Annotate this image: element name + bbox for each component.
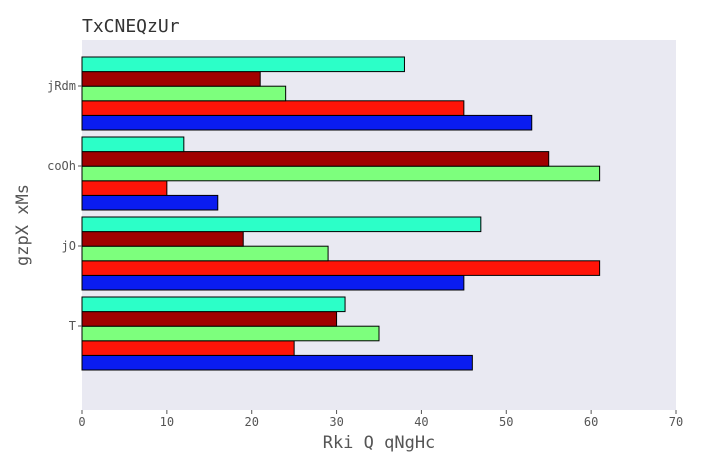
y-axis-label: gzpX xMs [13,184,33,266]
x-tick-label: 40 [414,415,428,429]
y-tick-label: jO [62,239,76,253]
x-axis: 0 10 20 30 40 50 60 70 [78,410,683,429]
y-tick-label: jRdm [47,79,76,93]
bar-coOh-series-5 [81,136,185,153]
bar-jO-series-3 [81,245,329,262]
y-tick-label: coOh [47,159,76,173]
bar-jO-series-2 [81,260,601,276]
x-tick-label: 30 [329,415,343,429]
bar-T-series-3 [81,325,380,342]
chart-title: TxCNEQzUr [82,16,180,37]
bar-coOh-series-3 [81,165,601,182]
bar-jO-series-4 [81,231,244,247]
bar-coOh-series-2 [81,180,168,196]
bar-coOh-series-1 [81,194,219,211]
x-tick-label: 20 [244,415,258,429]
bar-T-series-1 [81,354,473,371]
y-tick-label: T [69,319,76,333]
bar-T-series-4 [81,311,338,327]
bar-jO-series-1 [81,274,465,291]
x-tick-label: 70 [669,415,683,429]
x-tick-label: 0 [78,415,85,429]
bar-jRdm-series-1 [81,114,533,131]
bar-jRdm-series-3 [81,85,287,102]
x-axis-label: Rki Q qNgHc [323,433,436,453]
y-axis: TjO coOh jRdm [47,79,82,333]
bar-T-series-5 [81,296,346,313]
x-tick-label: 50 [499,415,513,429]
bar-jRdm-series-2 [81,100,465,116]
bar-jRdm-series-5 [81,56,405,73]
x-tick-label: 10 [160,415,174,429]
x-tick-label: 60 [584,415,598,429]
bar-jO-series-5 [81,216,482,233]
bars-group [81,56,601,371]
bar-T-series-2 [81,340,295,356]
bar-coOh-series-4 [81,151,550,167]
bar-jRdm-series-4 [81,71,261,87]
